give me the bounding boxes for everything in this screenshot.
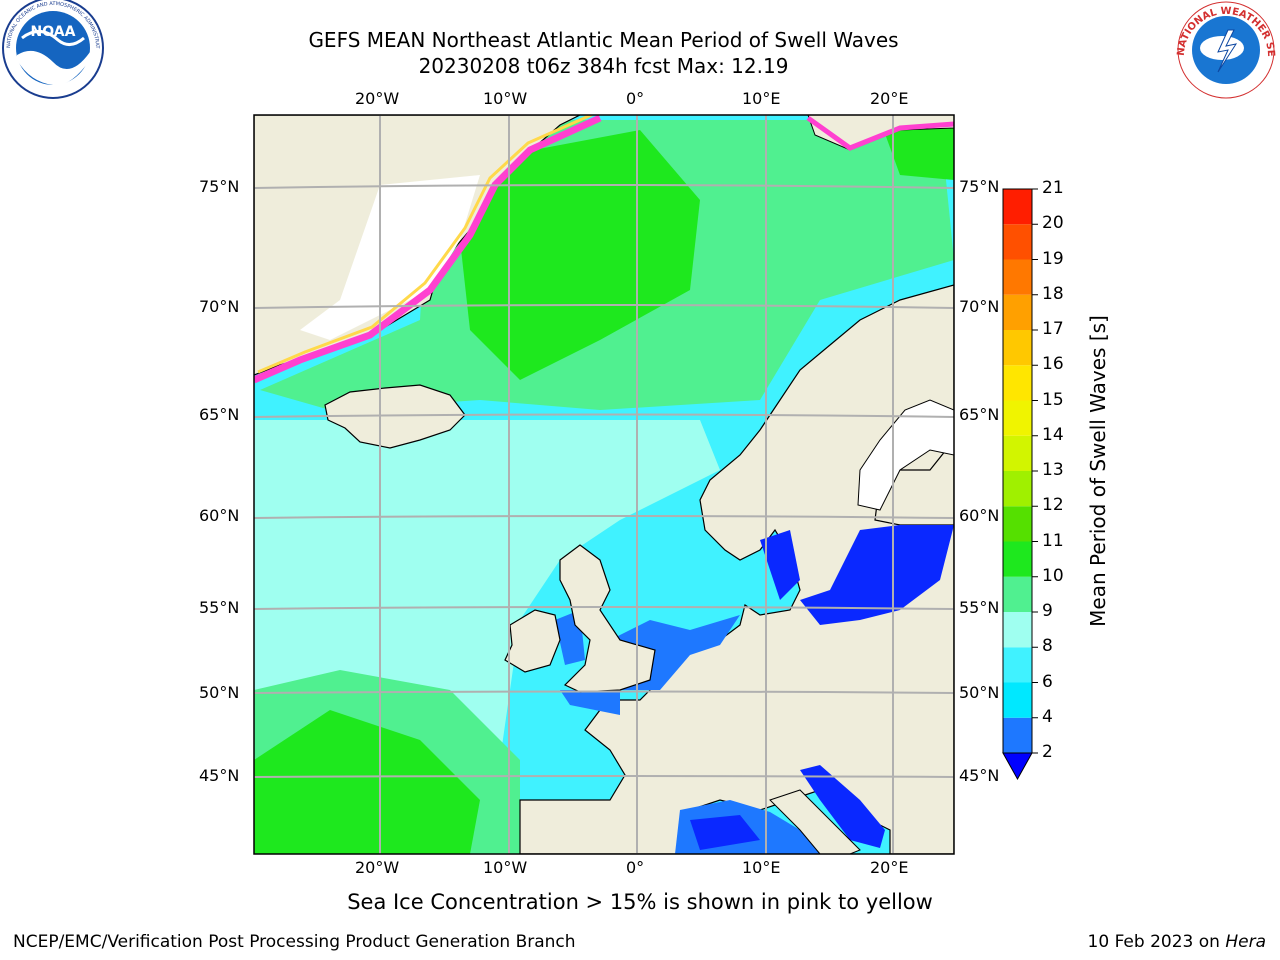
baltic-short-period xyxy=(800,525,954,625)
greenland-coastal-nodata xyxy=(300,175,480,340)
colorbar-tick-label: 21 xyxy=(1042,178,1064,198)
map-area xyxy=(254,115,954,854)
lat-label-right: 50°N xyxy=(959,683,1000,702)
svalbard-ice-edge xyxy=(806,115,954,151)
lat-label-right: 45°N xyxy=(959,766,1000,785)
footer-host: Hera xyxy=(1225,932,1266,952)
lon-label-bottom: 10°E xyxy=(742,858,781,877)
lat-label-left: 45°N xyxy=(199,766,240,785)
lat-label-right: 60°N xyxy=(959,506,1000,525)
lat-75 xyxy=(254,184,954,189)
colorbar-tick-label: 13 xyxy=(1042,460,1064,480)
lat-label-right: 55°N xyxy=(959,598,1000,617)
adriatic-short-period xyxy=(800,765,885,848)
map-frame xyxy=(253,114,955,855)
lat-label-right: 75°N xyxy=(959,177,1000,196)
colorbar-under-triangle xyxy=(1002,752,1033,781)
lon-label-bottom: 20°E xyxy=(870,858,909,877)
colorbar-tick-label: 4 xyxy=(1042,706,1053,727)
period-8-9-region xyxy=(254,420,720,760)
mediterranean-short-period xyxy=(690,815,760,850)
colorbar-swatch xyxy=(1003,259,1032,295)
colorbar-swatch xyxy=(1003,224,1032,260)
colorbar-tick-label: 18 xyxy=(1042,283,1064,304)
chart-title: GEFS MEAN Northeast Atlantic Mean Period… xyxy=(308,28,899,52)
lat-65 xyxy=(254,413,954,418)
gulf-of-bothnia-nodata xyxy=(857,399,954,511)
period-10-11-north xyxy=(460,130,700,380)
lat-45 xyxy=(254,775,954,778)
lat-60 xyxy=(254,515,954,519)
colorbar-tick-label: 16 xyxy=(1042,354,1064,375)
lon-label-top: 0° xyxy=(626,89,645,108)
colorbar-swatch xyxy=(1003,576,1032,612)
sea-ice-edge xyxy=(254,115,602,384)
lat-label-left: 70°N xyxy=(199,297,240,316)
lat-label-left: 55°N xyxy=(199,598,240,617)
lat-label-left: 60°N xyxy=(199,506,240,525)
iceland-land xyxy=(324,384,466,449)
graticule xyxy=(254,115,954,854)
colorbar-swatch xyxy=(1003,365,1032,401)
colorbar-tick-label: 14 xyxy=(1042,424,1064,445)
lon-label-bottom: 10°W xyxy=(483,858,528,877)
colorbar-swatch xyxy=(1003,189,1032,225)
colorbar-tick-label: 2 xyxy=(1042,742,1053,762)
nws-logo: NATIONAL WEATHER SERVICE xyxy=(1172,0,1276,99)
footer-date: 10 Feb 2023 on Hera xyxy=(1088,932,1266,952)
lon-label-top: 20°W xyxy=(355,89,400,108)
period-10-11-northeast xyxy=(880,120,954,180)
colorbar-tick-label: 11 xyxy=(1042,530,1064,551)
colorbar-swatch xyxy=(1003,647,1032,683)
colorbar-tick-label: 20 xyxy=(1042,213,1064,234)
english-channel-2-4s xyxy=(560,690,620,715)
lat-55 xyxy=(254,606,954,610)
colorbar-tick-label: 12 xyxy=(1042,495,1064,516)
colorbar-swatch xyxy=(1003,435,1032,471)
kattegat-short-period xyxy=(760,530,800,600)
colorbar-tick-label: 8 xyxy=(1042,636,1053,657)
lat-label-right: 70°N xyxy=(959,297,1000,316)
lat-label-left: 50°N xyxy=(199,683,240,702)
colorbar-tick-label: 15 xyxy=(1042,389,1064,410)
lat-label-left: 75°N xyxy=(199,177,240,196)
chart-subtitle: 20230208 t06z 384h fcst Max: 12.19 xyxy=(418,54,789,78)
colorbar-tick-label: 9 xyxy=(1042,601,1053,621)
colorbar-tick-label: 10 xyxy=(1042,565,1064,586)
colorbar-swatch xyxy=(1003,717,1032,753)
colorbar-swatch xyxy=(1003,612,1032,648)
colorbar-swatch xyxy=(1003,506,1032,542)
colorbar-swatch xyxy=(1003,541,1032,577)
sea-ice-note: Sea Ice Concentration > 15% is shown in … xyxy=(347,890,933,914)
lat-70 xyxy=(254,304,954,309)
noaa-logo: NOAA NATIONAL OCEANIC AND ATMOSPHERIC AD… xyxy=(0,0,104,99)
colorbar-swatch xyxy=(1003,682,1032,718)
colorbar-swatch xyxy=(1003,294,1032,330)
colorbar-swatch xyxy=(1003,330,1032,366)
lat-label-left: 65°N xyxy=(199,405,240,424)
period-10-11-southwest xyxy=(254,710,480,854)
colorbar-tick-label: 17 xyxy=(1042,319,1064,339)
sea-ice-edge-inner xyxy=(257,115,595,374)
lon-label-top: 10°W xyxy=(483,89,528,108)
colorbar xyxy=(1002,188,1038,781)
lon-label-top: 20°E xyxy=(870,89,909,108)
lon-label-top: 10°E xyxy=(742,89,781,108)
lat-label-right: 65°N xyxy=(959,405,1000,424)
great-britain-land xyxy=(559,544,656,693)
footer-credit: NCEP/EMC/Verification Post Processing Pr… xyxy=(13,932,576,952)
italy-land xyxy=(769,789,861,854)
lon-label-bottom: 20°W xyxy=(355,858,400,877)
colorbar-label: Mean Period of Swell Waves [s] xyxy=(1086,315,1110,627)
colorbar-swatch xyxy=(1003,400,1032,436)
colorbar-tick-label: 19 xyxy=(1042,248,1064,269)
lon-label-bottom: 0° xyxy=(626,858,645,877)
colorbar-swatch xyxy=(1003,471,1032,507)
lat-50 xyxy=(254,690,954,694)
colorbar-tick-label: 6 xyxy=(1042,671,1053,692)
footer-date-text: 10 Feb 2023 on xyxy=(1087,932,1226,952)
svg-text:NOAA: NOAA xyxy=(31,24,76,40)
